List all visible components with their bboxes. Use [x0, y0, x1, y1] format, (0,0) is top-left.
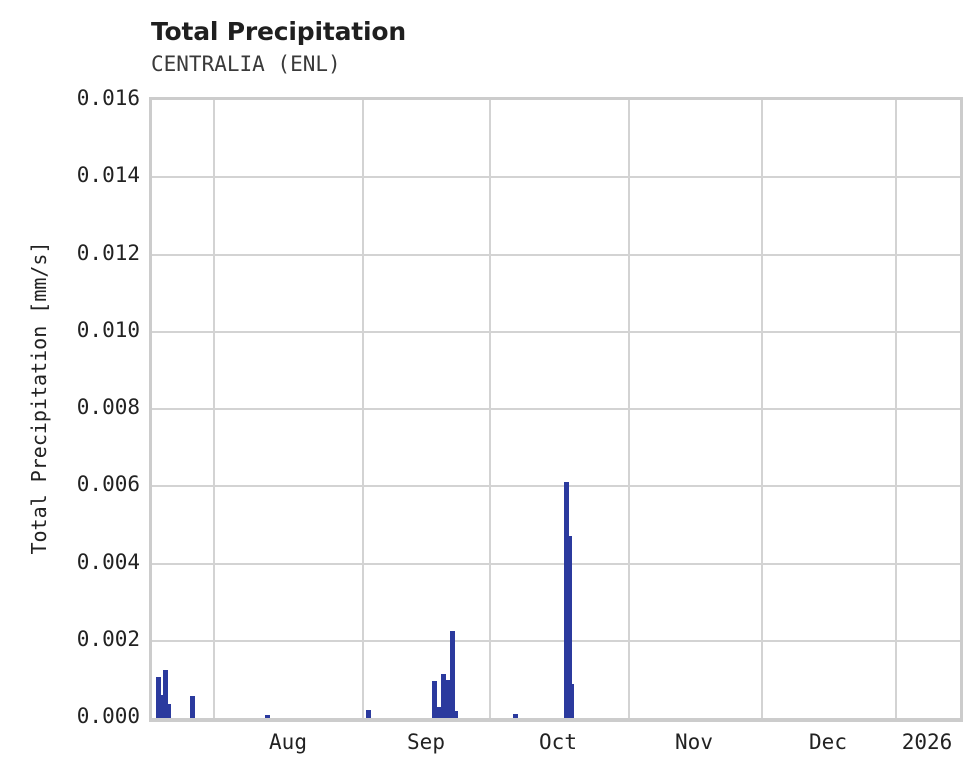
y-tick-label: 0.012 [76, 240, 140, 265]
bar [445, 680, 450, 718]
y-tick-label: 0.006 [76, 472, 140, 497]
gridline-vertical [362, 100, 364, 718]
bar [453, 711, 458, 718]
bar [450, 631, 455, 718]
bar [190, 695, 195, 718]
gridline-horizontal [152, 253, 960, 256]
gridline-horizontal [152, 639, 960, 642]
bar [265, 714, 270, 718]
plot-frame-right [959, 97, 963, 722]
y-tick-label: 0.002 [76, 626, 140, 651]
gridline-horizontal [152, 485, 960, 488]
gridline-vertical [628, 100, 630, 718]
bar [513, 714, 518, 718]
bar [432, 681, 437, 718]
bar [366, 709, 371, 718]
bar [567, 535, 572, 718]
gridline-vertical [895, 100, 897, 718]
y-axis-tick-labels: 0.000 0.002 0.004 0.006 0.008 0.010 0.012 0.014… [0, 86, 140, 728]
x-tick-label: Dec [809, 730, 847, 754]
x-tick-label: Nov [675, 730, 713, 754]
y-tick-label: 0.008 [76, 395, 140, 419]
x-tick-label: Aug [269, 730, 307, 754]
gridline-horizontal [152, 562, 960, 565]
gridline-horizontal [152, 330, 960, 333]
plot-frame-top [152, 97, 963, 101]
gridline-vertical [761, 100, 763, 718]
chart-subtitle: CENTRALIA (ENL) [151, 52, 341, 76]
bar [441, 673, 446, 718]
bar [166, 704, 171, 718]
plot-area [152, 100, 960, 718]
gridline-vertical [213, 100, 215, 718]
bar [160, 694, 165, 718]
bar [163, 670, 168, 718]
y-tick-label: 0.004 [76, 549, 140, 574]
bar [436, 707, 441, 718]
y-tick-label: 0.010 [76, 317, 140, 342]
plot-frame-left [149, 97, 153, 722]
bar [156, 676, 161, 718]
y-tick-label: 0.016 [76, 86, 140, 110]
gridline-vertical [489, 100, 491, 718]
gridline-horizontal [152, 408, 960, 410]
y-tick-label: 0.014 [76, 163, 140, 188]
x-tick-label: Sep [407, 730, 445, 754]
x-tick-label: 2026 [901, 730, 953, 754]
bar-series [152, 100, 960, 718]
x-tick-label: Oct [539, 730, 577, 754]
plot-frame-bottom [149, 718, 963, 722]
x-axis-tick-labels: Aug Sep Oct Nov Dec 2026 [152, 730, 960, 762]
y-tick-label: 0.000 [76, 704, 140, 728]
bar [564, 482, 569, 718]
page-title: Total Precipitation [151, 17, 406, 46]
bar [569, 684, 574, 718]
gridline-horizontal [152, 176, 960, 179]
